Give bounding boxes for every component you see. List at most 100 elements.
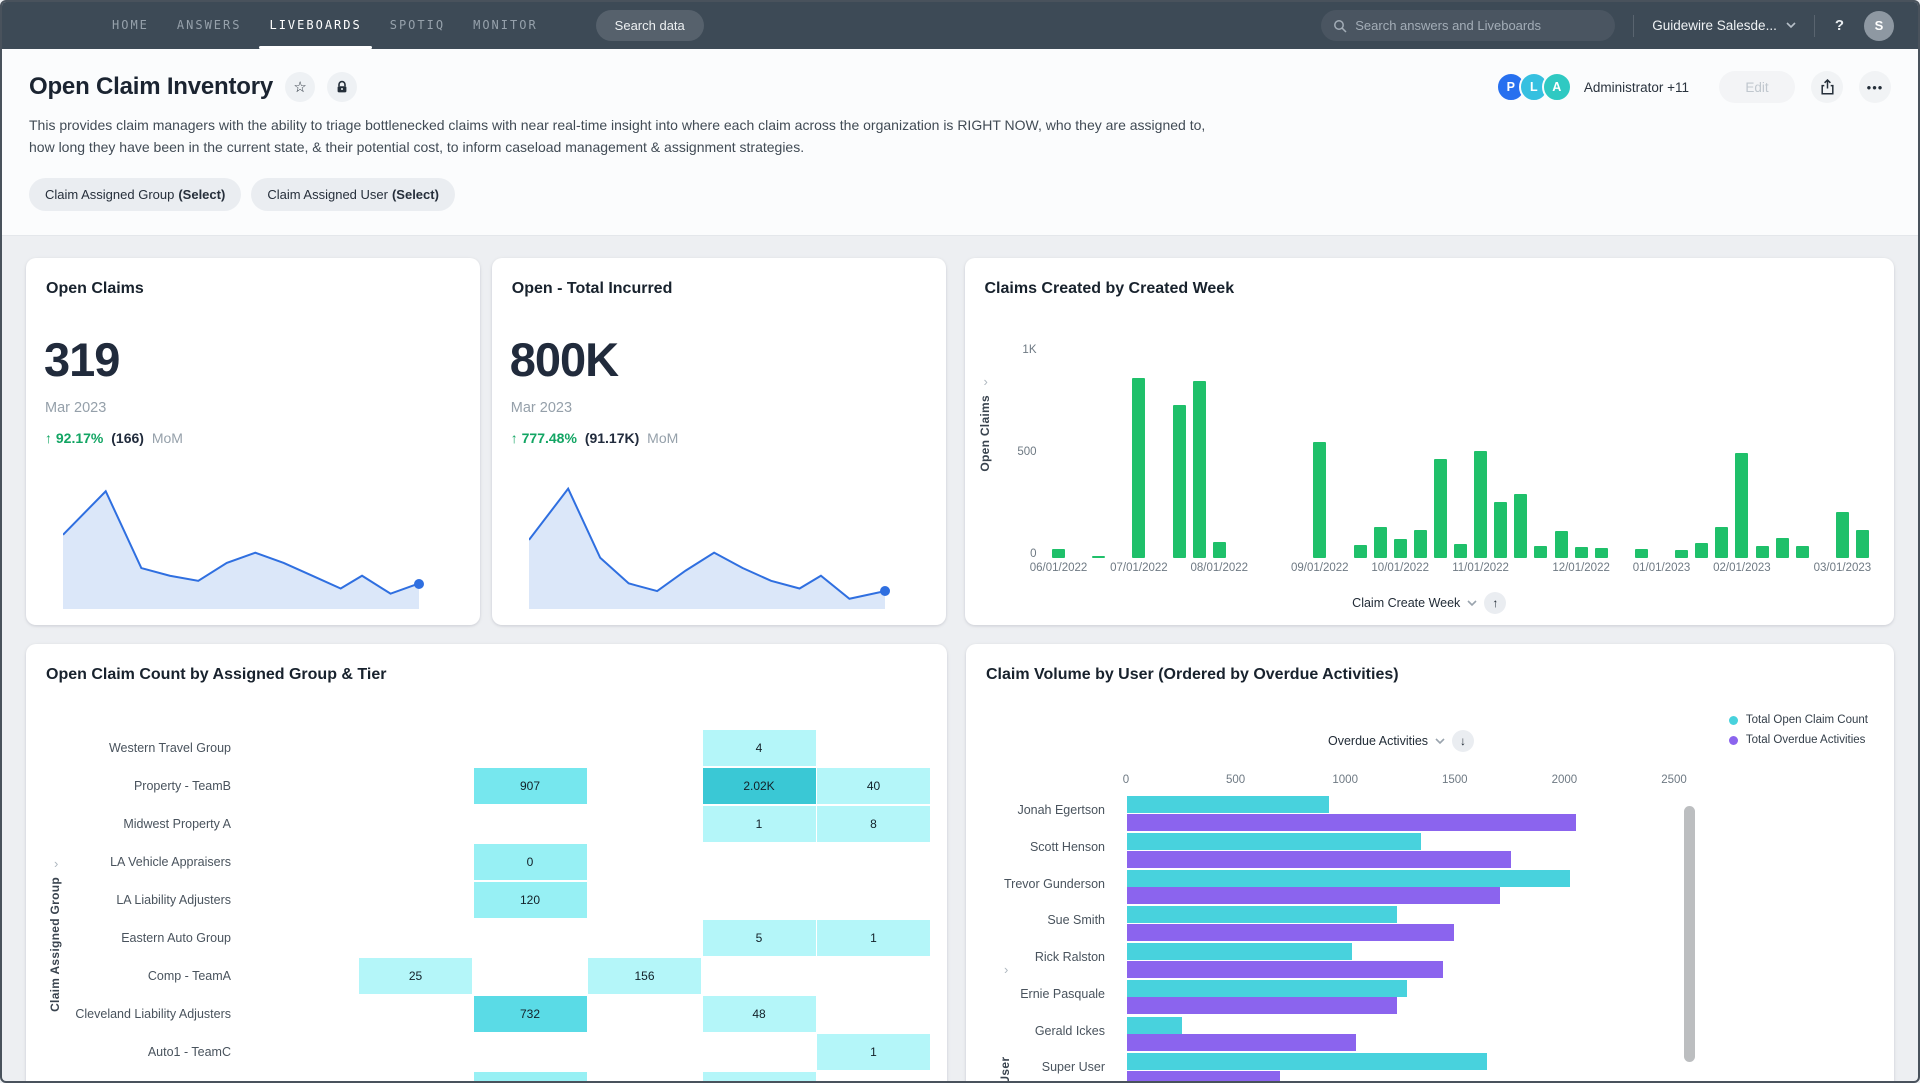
heatmap-cell[interactable]: 5 (703, 920, 816, 956)
bar-claims-week[interactable] (1354, 545, 1367, 559)
nav-tab-home[interactable]: HOME (112, 2, 149, 49)
bar-open-claim-count[interactable] (1127, 906, 1397, 923)
heatmap-cell[interactable]: 4 (703, 730, 816, 766)
bar-claims-week[interactable] (1836, 512, 1849, 559)
heatmap-cell[interactable]: 40 (817, 768, 930, 804)
bar-open-claim-count[interactable] (1127, 980, 1407, 997)
bar-claims-week[interactable] (1595, 548, 1608, 558)
nav-tab-monitor[interactable]: MONITOR (473, 2, 538, 49)
bar-claims-week[interactable] (1695, 543, 1708, 559)
bar-claims-week[interactable] (1434, 459, 1447, 558)
bar-claims-week[interactable] (1575, 547, 1588, 558)
bar-claims-week[interactable] (1715, 527, 1728, 558)
bar-open-claim-count[interactable] (1127, 870, 1570, 887)
user-bar-chart-card[interactable]: Claim Volume by User (Ordered by Overdue… (966, 644, 1894, 1083)
heatmap-cell[interactable]: 732 (474, 996, 587, 1032)
heatmap-cell[interactable]: 120 (474, 882, 587, 918)
bar-claims-week[interactable] (1776, 538, 1789, 559)
bar-claims-week[interactable] (1414, 530, 1427, 558)
heatmap-cell[interactable]: 1 (817, 920, 930, 956)
heatmap-cell[interactable]: 1 (703, 806, 816, 842)
kpi-card-total-incurred[interactable]: Open - Total Incurred 800K Mar 2023 ↑ 77… (492, 258, 946, 625)
bar-claims-week[interactable] (1374, 527, 1387, 558)
chevron-down-icon[interactable] (1435, 738, 1445, 745)
bar-claims-week[interactable] (1494, 502, 1507, 558)
heatmap-cell[interactable]: 0 (474, 844, 587, 880)
user-avatar[interactable]: S (1864, 11, 1894, 41)
bar-overdue-activities[interactable] (1127, 961, 1443, 978)
bar-open-claim-count[interactable] (1127, 833, 1421, 850)
help-button[interactable]: ? (1835, 17, 1844, 34)
bar-overdue-activities[interactable] (1127, 1034, 1356, 1051)
heatmap-cell[interactable]: 25 (359, 958, 472, 994)
filter-chips: Claim Assigned Group (Select) Claim Assig… (29, 178, 1891, 211)
bar-claims-week[interactable] (1193, 381, 1206, 558)
nav-tab-answers[interactable]: ANSWERS (177, 2, 242, 49)
heatmap-cell[interactable]: 2.02K (703, 768, 816, 804)
heatmap-cell[interactable] (703, 1072, 816, 1083)
filter-chip-claim-assigned-group[interactable]: Claim Assigned Group (Select) (29, 178, 241, 211)
heatmap-cell[interactable]: 1 (817, 1034, 930, 1070)
bar-claims-week[interactable] (1635, 549, 1648, 558)
bar-claims-week[interactable] (1092, 556, 1105, 558)
legend-item[interactable]: Total Overdue Activities (1729, 734, 1868, 746)
bar-claims-week[interactable] (1173, 405, 1186, 558)
nav-tab-liveboards[interactable]: LIVEBOARDS (269, 2, 361, 49)
bar-overdue-activities[interactable] (1127, 997, 1397, 1014)
bar-overdue-activities[interactable] (1127, 924, 1454, 941)
bar-overdue-activities[interactable] (1127, 887, 1500, 904)
chevron-down-icon[interactable] (1467, 600, 1477, 607)
bar-overdue-activities[interactable] (1127, 851, 1511, 868)
bar-claims-week[interactable] (1313, 442, 1326, 558)
bar-claims-week[interactable] (1534, 546, 1547, 558)
more-options-button[interactable]: ••• (1859, 71, 1891, 103)
kpi-change-pct: 777.48% (522, 430, 577, 446)
filter-chip-claim-assigned-user[interactable]: Claim Assigned User (Select) (251, 178, 455, 211)
sort-descending-button[interactable]: ↓ (1452, 730, 1474, 752)
bar-overdue-activities[interactable] (1127, 1071, 1280, 1083)
bar-claims-week[interactable] (1474, 451, 1487, 559)
favorite-star-icon[interactable]: ☆ (285, 72, 315, 102)
bar-overdue-activities[interactable] (1127, 814, 1576, 831)
heatmap-cell[interactable]: 48 (703, 996, 816, 1032)
bar-open-claim-count[interactable] (1127, 943, 1352, 960)
bar-claims-week[interactable] (1052, 549, 1065, 558)
bar-claims-week[interactable] (1132, 378, 1145, 558)
edit-button[interactable]: Edit (1719, 71, 1795, 103)
heatmap-cell[interactable]: 907 (474, 768, 587, 804)
author-avatars[interactable]: PLA (1503, 72, 1572, 102)
org-switcher[interactable]: Guidewire Salesde... (1652, 18, 1796, 33)
bar-claims-week[interactable] (1394, 539, 1407, 559)
share-button[interactable] (1811, 71, 1843, 103)
axis-expand-icon[interactable]: › (984, 374, 988, 389)
bar-claims-week[interactable] (1555, 531, 1568, 558)
lock-icon[interactable] (327, 72, 357, 102)
bar-open-claim-count[interactable] (1127, 796, 1329, 813)
nav-tab-spotiq[interactable]: SPOTIQ (390, 2, 445, 49)
bar-claims-week[interactable] (1735, 453, 1748, 559)
legend-item[interactable]: Total Open Claim Count (1729, 714, 1868, 726)
bar-claims-week[interactable] (1213, 542, 1226, 559)
kpi-change-abs: (91.17K) (585, 430, 639, 446)
heatmap-cell[interactable]: 8 (817, 806, 930, 842)
weekly-bar-chart-card[interactable]: Claims Created by Created Week › Open Cl… (965, 258, 1895, 625)
bar-claims-week[interactable] (1675, 550, 1688, 558)
bar-claims-week[interactable] (1756, 546, 1769, 558)
sort-ascending-button[interactable]: ↑ (1484, 592, 1506, 614)
x-tick-label: 02/01/2023 (1697, 562, 1787, 574)
kpi-card-open-claims[interactable]: Open Claims 319 Mar 2023 ↑ 92.17% (166) … (26, 258, 480, 625)
bar-open-claim-count[interactable] (1127, 1017, 1182, 1034)
avatar[interactable]: A (1542, 72, 1572, 102)
heatmap-cell[interactable] (474, 1072, 587, 1083)
bar-claims-week[interactable] (1796, 546, 1809, 558)
bar-open-claim-count[interactable] (1127, 1053, 1487, 1070)
kpi-value: 319 (44, 332, 119, 387)
heatmap-cell[interactable]: 156 (588, 958, 701, 994)
bar-claims-week[interactable] (1454, 544, 1467, 559)
search-data-button[interactable]: Search data (596, 10, 704, 41)
heatmap-card[interactable]: Open Claim Count by Assigned Group & Tie… (26, 644, 947, 1083)
bar-claims-week[interactable] (1856, 530, 1869, 558)
bar-claims-week[interactable] (1514, 494, 1527, 558)
global-search-input[interactable]: Search answers and Liveboards (1321, 10, 1615, 41)
chart-scrollbar[interactable] (1684, 806, 1695, 1062)
